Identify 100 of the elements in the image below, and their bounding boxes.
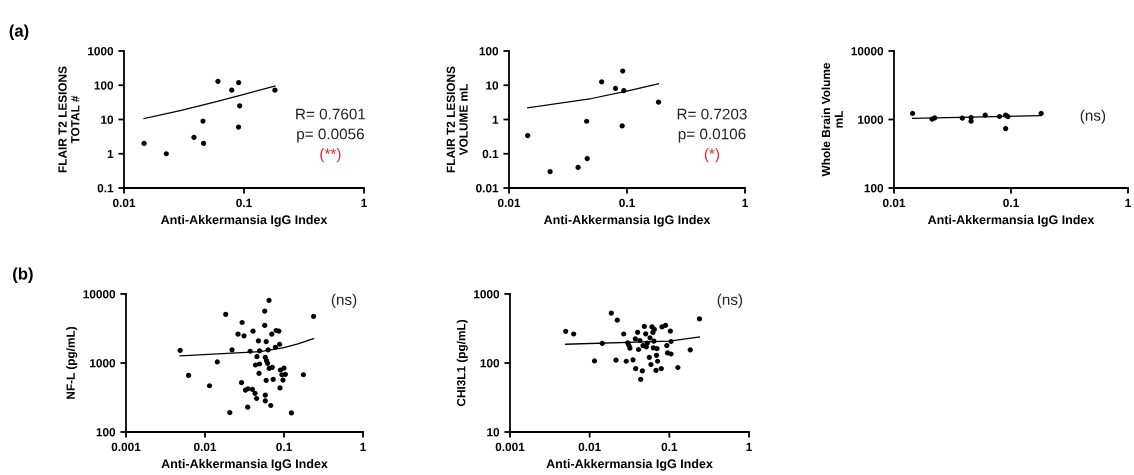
chart-title: (a): [9, 24, 29, 41]
x-tick-label: 0.1: [236, 198, 252, 208]
point: [632, 336, 638, 342]
point: [638, 376, 644, 382]
x-tick-label: 1: [742, 198, 748, 207]
x-tick-label: 1: [1125, 198, 1131, 207]
point: [651, 338, 657, 344]
x-axis-title: Anti-Akkermansia IgG Index: [161, 458, 328, 471]
y-axis-title: FLAIR T2 LESIONS TOTAL #: [58, 66, 80, 173]
point: [262, 392, 268, 398]
point: [262, 398, 268, 404]
y-tick-label: 0.1: [97, 184, 114, 193]
annotation: p= 0.0106: [678, 128, 746, 143]
x-tick-label: 0.1: [1003, 198, 1019, 208]
point: [277, 341, 283, 347]
y-tick-label: 1000: [858, 115, 884, 124]
y-tick-label: 1000: [474, 290, 500, 299]
point: [250, 328, 256, 334]
x-tick-label: 0.01: [497, 198, 521, 208]
point: [256, 361, 263, 367]
x-tick-label: 0.001: [111, 442, 141, 452]
x-tick-label: 0.01: [112, 198, 136, 208]
point: [643, 331, 649, 337]
point: [256, 370, 262, 376]
point: [664, 342, 670, 349]
point: [635, 346, 642, 353]
x-tick-label: 0.01: [882, 198, 906, 208]
chart-title: (b): [13, 267, 33, 283]
point: [269, 331, 275, 337]
point: [247, 348, 253, 354]
x-axis-title: Anti-Akkermansia IgG Index: [160, 214, 328, 227]
x-tick-label: 0.01: [578, 442, 601, 452]
y-tick-label: 100: [480, 359, 500, 368]
y-axis-title: CHI3L1 (pg/mL): [456, 319, 468, 407]
point: [639, 368, 645, 374]
point: [245, 404, 251, 410]
y-tick-label: 0.01: [476, 184, 499, 193]
point: [623, 358, 629, 364]
annotation: (ns): [1080, 109, 1106, 124]
x-tick-label: 1: [361, 198, 367, 207]
point: [633, 365, 639, 372]
point: [281, 365, 287, 371]
point: [641, 323, 647, 329]
x-axis-title: Anti-Akkermansia IgG Index: [543, 214, 711, 227]
y-axis-title: Whole Brain Volume mL: [821, 62, 843, 177]
point: [637, 337, 643, 344]
annotation: (**): [320, 148, 341, 163]
point: [662, 322, 669, 328]
annotation: (ns): [717, 293, 743, 309]
point: [254, 354, 260, 360]
point: [239, 319, 245, 326]
y-tick-label: 1000: [88, 47, 114, 56]
point: [668, 338, 674, 345]
y-tick-label: 10000: [851, 47, 884, 56]
y-tick-label: 10: [487, 428, 500, 437]
point: [256, 348, 263, 354]
x-tick-label: 1: [360, 442, 366, 451]
y-tick-label: 0.1: [482, 149, 499, 159]
y-tick-label: 100: [479, 47, 499, 56]
point: [648, 361, 654, 368]
point: [647, 335, 653, 341]
y-tick-label: 1: [492, 115, 499, 124]
annotation: p= 0.0056: [297, 128, 364, 143]
point: [241, 333, 247, 339]
point: [249, 386, 255, 393]
x-tick-label: 0.001: [495, 442, 525, 452]
annotation: (*): [704, 148, 720, 163]
y-tick-label: 10: [101, 115, 114, 124]
y-tick-label: 10000: [83, 290, 116, 299]
point: [646, 354, 652, 360]
point: [277, 385, 283, 391]
x-tick-label: 0.1: [276, 442, 292, 452]
point: [280, 377, 286, 383]
x-tick-label: 1: [746, 442, 752, 451]
y-tick-label: 1: [107, 149, 114, 159]
y-tick-label: 100: [96, 428, 116, 437]
y-axis-title: NF-L (pg/mL): [66, 326, 78, 399]
point: [668, 351, 674, 357]
y-tick-label: 10: [486, 81, 499, 90]
point: [630, 357, 636, 363]
annotation: (ns): [331, 293, 357, 309]
point: [255, 338, 261, 344]
point: [272, 344, 279, 350]
x-tick-label: 0.1: [661, 442, 678, 452]
y-tick-label: 100: [864, 184, 884, 193]
annotation: R= 0.7601: [296, 108, 366, 120]
y-tick-label: 1000: [90, 359, 116, 368]
x-tick-label: 0.1: [619, 198, 635, 208]
point: [635, 329, 641, 335]
point: [268, 402, 274, 409]
x-tick-label: 0.01: [193, 442, 217, 452]
point: [644, 340, 650, 346]
point: [265, 347, 271, 353]
y-tick-label: 100: [94, 81, 114, 90]
x-axis-title: Anti-Akkermansia IgG Index: [927, 214, 1095, 227]
point: [667, 328, 673, 334]
x-axis-title: Anti-Akkermansia IgG Index: [546, 458, 713, 471]
annotation: R= 0.7203: [677, 108, 747, 120]
point: [266, 297, 272, 303]
y-axis-title: FLAIR T2 LESIONS VOLUME mL: [446, 66, 468, 173]
